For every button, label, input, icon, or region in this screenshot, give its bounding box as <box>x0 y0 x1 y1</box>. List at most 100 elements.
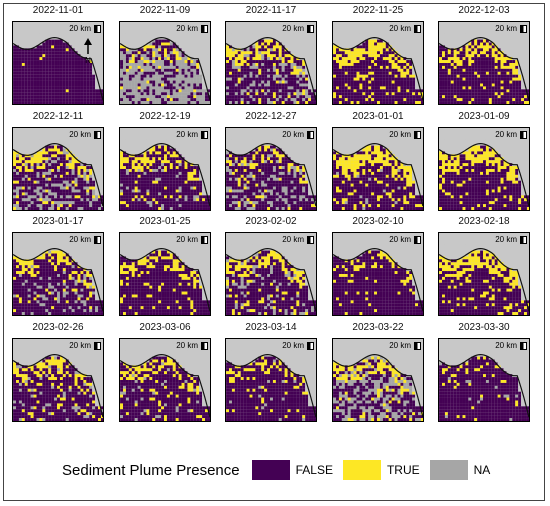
map-panel: 2023-02-26 20 km <box>12 322 104 422</box>
plume-map: 20 km <box>332 127 424 211</box>
legend-swatch-false <box>251 460 290 480</box>
coastline <box>439 354 529 418</box>
scale-icon <box>414 130 421 139</box>
map-panel: 2023-01-25 20 km <box>119 216 211 316</box>
scale-icon <box>201 130 208 139</box>
coastline <box>439 143 529 207</box>
scale-bar: 20 km <box>389 235 421 244</box>
scale-bar: 20 km <box>389 24 421 33</box>
scale-label: 20 km <box>389 341 411 350</box>
scale-bar: 20 km <box>282 235 314 244</box>
coastline <box>120 248 210 312</box>
coastline <box>13 354 103 418</box>
plume-map: 20 km <box>225 338 317 422</box>
figure-frame <box>3 3 545 501</box>
panel-date: 2023-02-02 <box>245 216 297 227</box>
scale-label: 20 km <box>176 341 198 350</box>
map-raster <box>13 22 103 104</box>
map-raster <box>439 233 529 315</box>
map-panel: 2023-03-22 20 km <box>332 322 424 422</box>
plume-map: 20 km <box>119 127 211 211</box>
scale-label: 20 km <box>69 235 91 244</box>
scale-label: 20 km <box>389 235 411 244</box>
map-raster <box>13 339 103 421</box>
coastline <box>120 37 210 101</box>
map-raster <box>120 339 210 421</box>
panel-date: 2023-02-10 <box>352 216 404 227</box>
scale-icon <box>520 235 527 244</box>
map-raster <box>333 233 423 315</box>
map-panel: 2023-01-09 20 km <box>438 111 530 211</box>
scale-label: 20 km <box>389 24 411 33</box>
scale-bar: 20 km <box>176 130 208 139</box>
map-raster <box>120 233 210 315</box>
coastline <box>13 143 103 207</box>
scale-icon <box>201 235 208 244</box>
plume-map: 20 km <box>12 127 104 211</box>
plume-map: 20 km <box>438 21 530 105</box>
scale-icon <box>307 24 314 33</box>
scale-icon <box>201 341 208 350</box>
map-raster <box>439 128 529 210</box>
plume-map: 20 km <box>12 232 104 316</box>
map-raster <box>439 22 529 104</box>
scale-icon <box>307 130 314 139</box>
scale-label: 20 km <box>282 235 304 244</box>
scale-icon <box>520 341 527 350</box>
scale-label: 20 km <box>389 130 411 139</box>
plume-map: 20 km N <box>12 21 104 105</box>
scale-icon <box>307 235 314 244</box>
panel-date: 2022-11-09 <box>139 5 191 16</box>
map-raster <box>120 128 210 210</box>
map-raster <box>226 22 316 104</box>
map-panel: 2022-12-03 20 km <box>438 5 530 105</box>
panel-date: 2022-12-19 <box>139 111 191 122</box>
plume-map: 20 km <box>332 338 424 422</box>
plume-map: 20 km <box>119 21 211 105</box>
coastline <box>226 37 316 101</box>
coastline <box>13 248 103 312</box>
map-raster <box>226 339 316 421</box>
scale-icon <box>520 130 527 139</box>
coastline <box>120 143 210 207</box>
scale-bar: 20 km <box>176 235 208 244</box>
scale-label: 20 km <box>282 130 304 139</box>
scale-bar: 20 km <box>282 130 314 139</box>
map-raster <box>120 22 210 104</box>
map-panel: 2022-11-01 20 km N <box>12 5 104 105</box>
scale-label: 20 km <box>176 24 198 33</box>
panel-date: 2022-12-03 <box>458 5 510 16</box>
map-panel: 2023-02-02 20 km <box>225 216 317 316</box>
map-raster <box>333 22 423 104</box>
scale-bar: 20 km <box>282 24 314 33</box>
panel-date: 2023-01-09 <box>458 111 510 122</box>
north-label: N <box>85 56 91 64</box>
scale-bar: 20 km <box>389 130 421 139</box>
map-raster <box>226 233 316 315</box>
scale-label: 20 km <box>495 341 517 350</box>
panel-date: 2023-03-14 <box>245 322 297 333</box>
panel-date: 2022-12-27 <box>245 111 297 122</box>
plume-map: 20 km <box>225 21 317 105</box>
scale-bar: 20 km <box>495 130 527 139</box>
legend-label-true: TRUE <box>386 463 420 477</box>
plume-map: 20 km <box>225 232 317 316</box>
legend-swatch-na <box>429 460 468 480</box>
legend-label-false: FALSE <box>295 463 333 477</box>
map-panel: 2023-02-10 20 km <box>332 216 424 316</box>
coastline <box>333 354 423 418</box>
panel-date: 2023-03-30 <box>458 322 510 333</box>
plume-map: 20 km <box>119 232 211 316</box>
scale-bar: 20 km <box>495 24 527 33</box>
map-panel: 2022-12-11 20 km <box>12 111 104 211</box>
map-raster <box>13 233 103 315</box>
map-panel: 2022-11-25 20 km <box>332 5 424 105</box>
scale-bar: 20 km <box>495 341 527 350</box>
panel-date: 2022-12-11 <box>32 111 84 122</box>
scale-icon <box>201 24 208 33</box>
scale-icon <box>94 130 101 139</box>
scale-label: 20 km <box>495 235 517 244</box>
panel-date: 2023-01-17 <box>32 216 84 227</box>
scale-bar: 20 km <box>69 341 101 350</box>
legend-title: Sediment Plume Presence <box>62 461 240 479</box>
